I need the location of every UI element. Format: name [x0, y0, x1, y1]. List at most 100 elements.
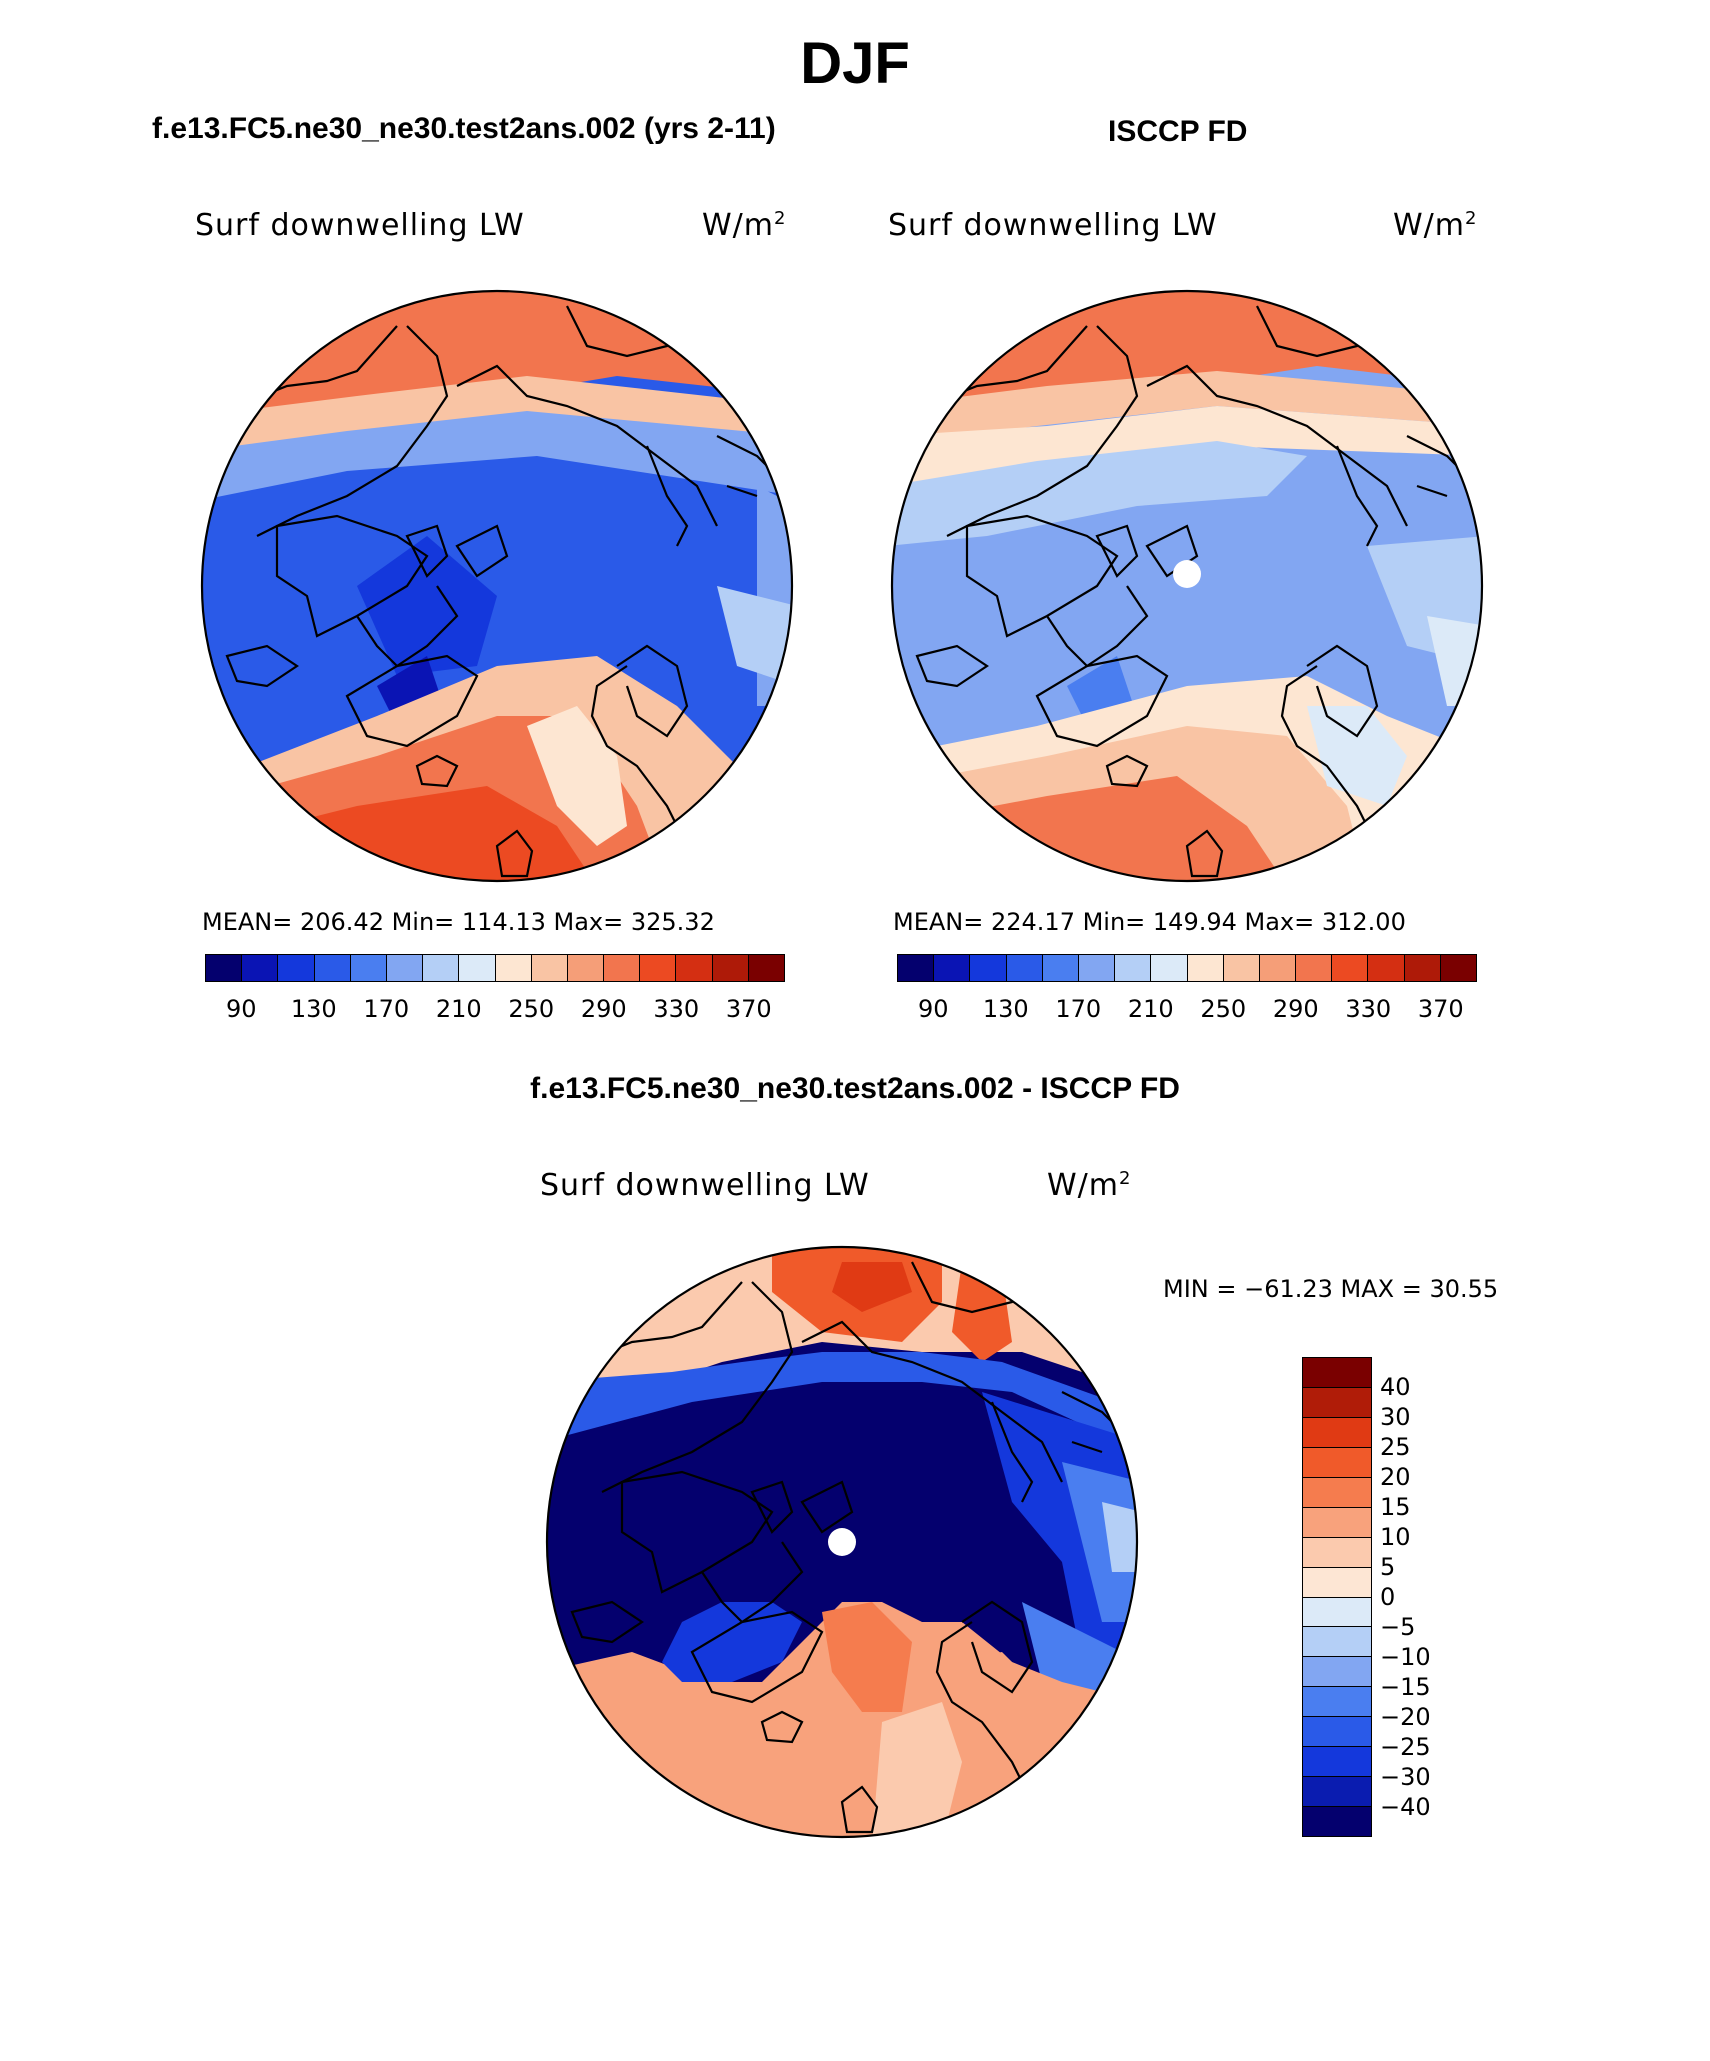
map-field: [832, 1262, 912, 1312]
colorbar-swatch: [1303, 1567, 1371, 1598]
colorbar-swatch: [748, 955, 784, 981]
colorbar-swatch: [423, 955, 460, 981]
colorbar-tick-label: −25: [1380, 1733, 1431, 1761]
colorbar-swatch: [495, 955, 532, 981]
colorbar-tick-label: 250: [508, 995, 555, 1023]
colorbar-swatch: [278, 955, 315, 981]
panel2-polar-map: [890, 289, 1484, 883]
colorbar-tick-label: −40: [1380, 1793, 1431, 1821]
colorbar-tick-label: −15: [1380, 1673, 1431, 1701]
colorbar-tick-label: 170: [1055, 995, 1102, 1023]
colorbar-tick-label: 330: [1345, 995, 1392, 1023]
colorbar-swatch: [1303, 1597, 1371, 1628]
colorbar-swatch: [1187, 955, 1224, 981]
colorbar-tick-label: 210: [435, 995, 482, 1023]
colorbar-tick-label: 5: [1380, 1553, 1396, 1581]
colorbar-tick-label: −10: [1380, 1643, 1431, 1671]
colorbar-tick-label: 170: [363, 995, 410, 1023]
colorbar-tick-label: 130: [290, 995, 337, 1023]
pole-marker: [1173, 560, 1201, 588]
colorbar-swatch: [1332, 955, 1369, 981]
colorbar-tick-label: 40: [1380, 1373, 1411, 1401]
colorbar-swatch: [1303, 1717, 1371, 1748]
colorbar-tick-label: 130: [982, 995, 1029, 1023]
colorbar-tick-label: 250: [1200, 995, 1247, 1023]
colorbar-swatch: [1303, 1747, 1371, 1778]
colorbar-swatch: [898, 955, 935, 981]
map-field: [892, 441, 1307, 546]
colorbar-tick-label: 90: [917, 995, 949, 1023]
map-boundary: [200, 289, 794, 883]
map-field: [1062, 1462, 1137, 1622]
colorbar-swatch: [1303, 1417, 1371, 1448]
colorbar-tick-label: 370: [725, 995, 772, 1023]
map-field: [1102, 1502, 1137, 1572]
colorbar-swatch: [350, 955, 387, 981]
colorbar-swatch: [1303, 1657, 1371, 1688]
colorbar-tick-label: 25: [1380, 1433, 1411, 1461]
colorbar-swatch: [567, 955, 605, 981]
map-field: [1307, 706, 1407, 806]
colorbar-swatch: [242, 955, 279, 981]
colorbar-swatch: [1303, 1387, 1371, 1418]
colorbar-swatch: [1368, 955, 1405, 981]
map-field: [202, 411, 792, 501]
colorbar-tick-label: 30: [1380, 1403, 1411, 1431]
diff-colorbar: [1302, 1357, 1372, 1837]
colorbar-tick-label: 10: [1380, 1523, 1411, 1551]
panel1-stats: MEAN= 206.42 Min= 114.13 Max= 325.32: [202, 908, 715, 936]
colorbar-swatch: [604, 955, 641, 981]
colorbar-tick-label: 370: [1417, 995, 1464, 1023]
diff-variable-label: Surf downwelling LW: [540, 1168, 870, 1203]
diff-title: f.e13.FC5.ne30_ne30.test2ans.002 - ISCCP…: [530, 1072, 1180, 1105]
colorbar-swatch: [1115, 955, 1152, 981]
map-field: [357, 536, 497, 676]
diff-colorbar-ticks: 40 30 25 20 15 10 5 0 −5 −10 −15 −20 −25 −30 −40: [1380, 1357, 1500, 1837]
colorbar-swatch: [1042, 955, 1079, 981]
colorbar-swatch: [1440, 955, 1476, 981]
map-field: [872, 1702, 962, 1837]
colorbar-swatch: [640, 955, 677, 981]
colorbar-tick-label: −30: [1380, 1763, 1431, 1791]
colorbar-swatch: [1303, 1447, 1371, 1478]
colorbar-tick-label: 20: [1380, 1463, 1411, 1491]
map-field: [892, 371, 1482, 446]
map-boundary: [545, 1245, 1139, 1839]
panel2-units-label: W/m2: [1393, 208, 1478, 243]
colorbar-swatch: [1303, 1358, 1371, 1388]
colorbar-swatch: [1303, 1537, 1371, 1568]
colorbar-tick-label: 15: [1380, 1493, 1411, 1521]
colorbar-tick-label: −20: [1380, 1703, 1431, 1731]
panel2-variable-label: Surf downwelling LW: [888, 208, 1218, 243]
diff-minmax: MIN = −61.23 MAX = 30.55: [1163, 1275, 1499, 1303]
colorbar-tick-label: 210: [1127, 995, 1174, 1023]
colorbar-tick-label: 290: [580, 995, 627, 1023]
map-field: [717, 586, 792, 686]
colorbar-swatch: [459, 955, 496, 981]
map-field: [527, 706, 627, 846]
colorbar-swatch: [1296, 955, 1333, 981]
colorbar-swatch: [1303, 1687, 1371, 1718]
map-field: [822, 1602, 912, 1712]
colorbar-swatch: [531, 955, 568, 981]
colorbar-swatch: [1303, 1777, 1371, 1808]
colorbar-swatch: [1078, 955, 1116, 981]
panel1-variable-label: Surf downwelling LW: [195, 208, 525, 243]
panel1-polar-map: [200, 289, 794, 883]
map-field: [892, 406, 1482, 496]
panel2-stats: MEAN= 224.17 Min= 149.94 Max= 312.00: [893, 908, 1406, 936]
coastlines: [915, 305, 1468, 878]
panel1-colorbar: [205, 954, 785, 982]
colorbar-swatch: [206, 955, 243, 981]
panel2-colorbar: [897, 954, 1477, 982]
colorbar-swatch: [1303, 1477, 1371, 1508]
colorbar-swatch: [712, 955, 749, 981]
colorbar-swatch: [386, 955, 424, 981]
colorbar-swatch: [676, 955, 713, 981]
diff-units-label: W/m2: [1047, 1168, 1132, 1203]
colorbar-tick-label: 330: [653, 995, 700, 1023]
colorbar-tick-label: 290: [1272, 995, 1319, 1023]
colorbar-swatch: [1151, 955, 1188, 981]
colorbar-tick-label: −5: [1380, 1613, 1416, 1641]
pole-marker: [828, 1528, 856, 1556]
